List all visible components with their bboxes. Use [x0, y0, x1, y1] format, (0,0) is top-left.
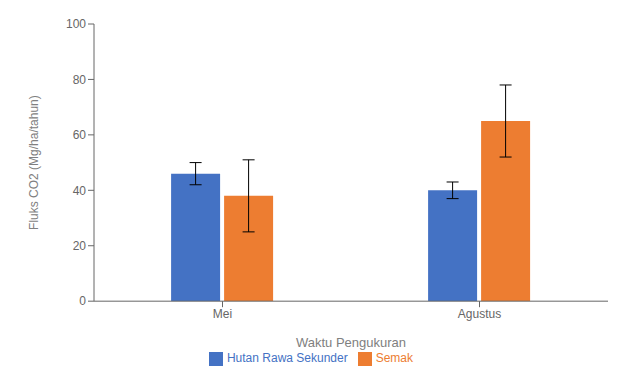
svg-text:100: 100: [66, 17, 86, 31]
svg-text:0: 0: [79, 294, 86, 308]
html-text:Hutan Rawa Sekunder: Hutan Rawa Sekunder: [226, 351, 348, 366]
svg-text:80: 80: [73, 73, 87, 87]
svg-text:Agustus: Agustus: [458, 307, 501, 321]
svg-text:20: 20: [73, 239, 87, 253]
svg-text:Mei: Mei: [213, 307, 232, 321]
svg-text:60: 60: [73, 128, 87, 142]
svg-text:40: 40: [73, 184, 87, 198]
html-text:Semak: Semak: [375, 351, 413, 366]
svg-text:Waktu Pengukuran: Waktu Pengukuran: [296, 335, 406, 350]
svg-text:Fluks CO2 (Mg/ha/tahun): Fluks CO2 (Mg/ha/tahun): [27, 95, 41, 230]
